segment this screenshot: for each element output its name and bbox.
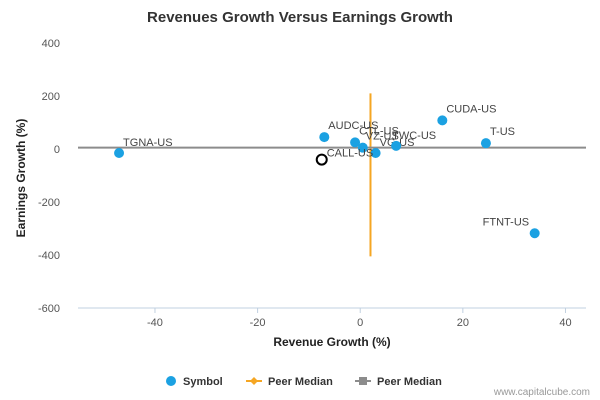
data-point-label: VZ-US	[366, 131, 399, 143]
data-point-label: TGNA-US	[123, 137, 173, 149]
y-tick-label: 400	[42, 38, 60, 50]
data-point[interactable]	[114, 147, 125, 158]
highlight-point[interactable]	[315, 153, 328, 166]
legend-peer-median-horizontal-marker	[359, 377, 367, 385]
y-tick-label: 200	[42, 91, 60, 103]
legend-symbol-label: Symbol	[183, 376, 223, 388]
y-tick-label: 0	[54, 144, 60, 156]
data-point[interactable]	[529, 228, 540, 239]
x-tick-label: -20	[250, 317, 266, 329]
x-tick-label: 40	[559, 317, 571, 329]
x-tick-label: -40	[147, 317, 163, 329]
y-tick-label: -200	[38, 197, 60, 209]
data-point-label: FTNT-US	[483, 216, 529, 228]
legend-item-peer-median-horizontal[interactable]: Peer Median	[355, 376, 442, 388]
legend-item-peer-median-vertical[interactable]: Peer Median	[246, 376, 333, 388]
y-tick-label: -400	[38, 250, 60, 262]
chart-title: Revenues Growth Versus Earnings Growth	[147, 9, 453, 26]
legend: Symbol Peer Median Peer Median	[166, 376, 442, 388]
data-point-label: AUDC-US	[328, 120, 378, 132]
y-tick-label: -600	[38, 303, 60, 315]
data-point-label: T-US	[490, 126, 515, 138]
highlight-point-label: CALL-US	[327, 148, 373, 160]
legend-peer-median-horizontal-label: Peer Median	[377, 376, 442, 388]
data-points: TGNA-USAUDC-USCTL-USVZ-USVG-USTWC-USCUDA…	[114, 103, 540, 239]
watermark: www.capitalcube.com	[493, 387, 590, 398]
legend-peer-median-vertical-label: Peer Median	[268, 376, 333, 388]
data-point[interactable]	[437, 115, 448, 126]
data-point-label: CTL-US	[359, 125, 399, 137]
x-axis-label: Revenue Growth (%)	[273, 335, 390, 349]
data-point[interactable]	[480, 138, 491, 149]
data-point-label: TWC-US	[392, 130, 436, 142]
data-point[interactable]	[357, 142, 368, 153]
y-axis-label: Earnings Growth (%)	[14, 119, 28, 238]
legend-symbol-marker	[166, 376, 176, 386]
x-tick-label: 20	[457, 317, 469, 329]
data-point-label: CUDA-US	[446, 103, 496, 115]
y-axis-ticks: 400 200 0 -200 -400 -600	[38, 38, 60, 315]
data-point[interactable]	[319, 132, 330, 143]
data-point[interactable]	[350, 137, 361, 148]
data-point[interactable]	[370, 147, 381, 158]
legend-peer-median-vertical-marker	[250, 377, 258, 385]
x-axis-ticks: -40 -20 0 20 40	[147, 308, 572, 329]
legend-item-symbol[interactable]: Symbol	[166, 376, 223, 388]
x-tick-label: 0	[357, 317, 363, 329]
data-point[interactable]	[391, 140, 402, 151]
